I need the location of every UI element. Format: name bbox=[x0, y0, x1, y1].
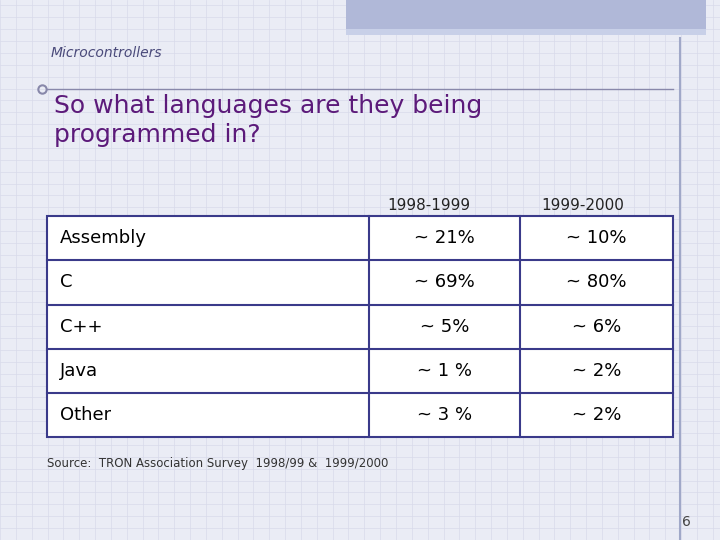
Text: Java: Java bbox=[60, 362, 98, 380]
Text: Source:  TRON Association Survey  1998/99 &  1999/2000: Source: TRON Association Survey 1998/99 … bbox=[47, 457, 388, 470]
Text: 1999-2000: 1999-2000 bbox=[541, 198, 625, 213]
Text: ~ 1 %: ~ 1 % bbox=[417, 362, 472, 380]
Text: ~ 2%: ~ 2% bbox=[572, 362, 621, 380]
Text: C++: C++ bbox=[60, 318, 102, 336]
Text: ~ 69%: ~ 69% bbox=[414, 273, 475, 292]
Text: ~ 80%: ~ 80% bbox=[566, 273, 626, 292]
Text: ~ 21%: ~ 21% bbox=[414, 229, 475, 247]
Text: ~ 3 %: ~ 3 % bbox=[417, 406, 472, 424]
Text: 1998-1999: 1998-1999 bbox=[387, 198, 470, 213]
FancyBboxPatch shape bbox=[346, 29, 706, 35]
Text: C: C bbox=[60, 273, 72, 292]
Text: Assembly: Assembly bbox=[60, 229, 147, 247]
Text: ~ 5%: ~ 5% bbox=[420, 318, 469, 336]
Text: Microcontrollers: Microcontrollers bbox=[50, 46, 162, 60]
Text: So what languages are they being
programmed in?: So what languages are they being program… bbox=[54, 94, 482, 147]
Text: ~ 2%: ~ 2% bbox=[572, 406, 621, 424]
Text: 6: 6 bbox=[683, 515, 691, 529]
FancyBboxPatch shape bbox=[47, 216, 673, 437]
Text: ~ 10%: ~ 10% bbox=[566, 229, 626, 247]
FancyBboxPatch shape bbox=[346, 0, 706, 30]
Text: Other: Other bbox=[60, 406, 111, 424]
Text: ~ 6%: ~ 6% bbox=[572, 318, 621, 336]
